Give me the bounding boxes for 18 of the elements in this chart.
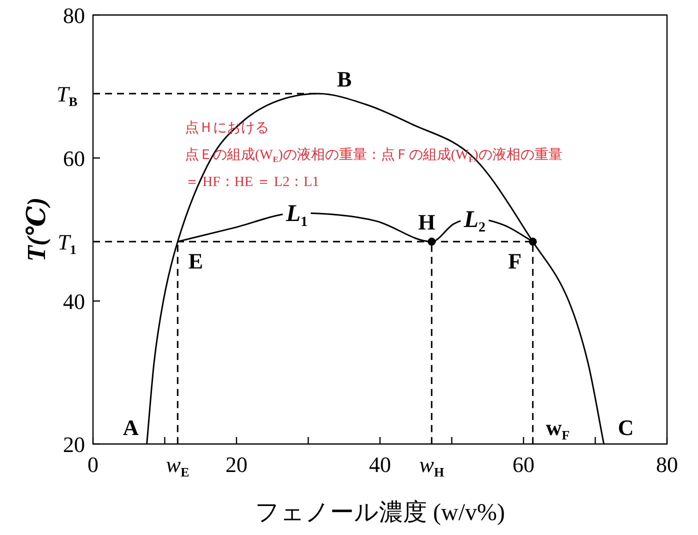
y-axis-title: T(℃) — [22, 197, 51, 262]
y-tick-label: 20 — [63, 432, 85, 457]
annotation: C — [618, 415, 634, 440]
x-tick-label: 80 — [656, 452, 678, 477]
y-tick-label: 60 — [63, 146, 85, 171]
y-tick-label: 80 — [63, 3, 85, 28]
y-tick-label: 40 — [63, 289, 85, 314]
annotation: E — [188, 248, 204, 274]
x-tick-label: 60 — [512, 452, 534, 477]
x-tick-label: 40 — [369, 452, 391, 477]
x-tick-label: 20 — [226, 452, 248, 477]
x-tick-label: 0 — [88, 452, 98, 477]
annotation: ＝ HF：HE ＝ L2：L1 — [185, 175, 320, 190]
annotation: H — [418, 210, 436, 235]
annotation: A — [122, 415, 139, 440]
x-axis-title: フェノール濃度 (w/v%) — [255, 499, 505, 526]
annotation: B — [336, 66, 352, 92]
annotation: F — [508, 248, 522, 274]
